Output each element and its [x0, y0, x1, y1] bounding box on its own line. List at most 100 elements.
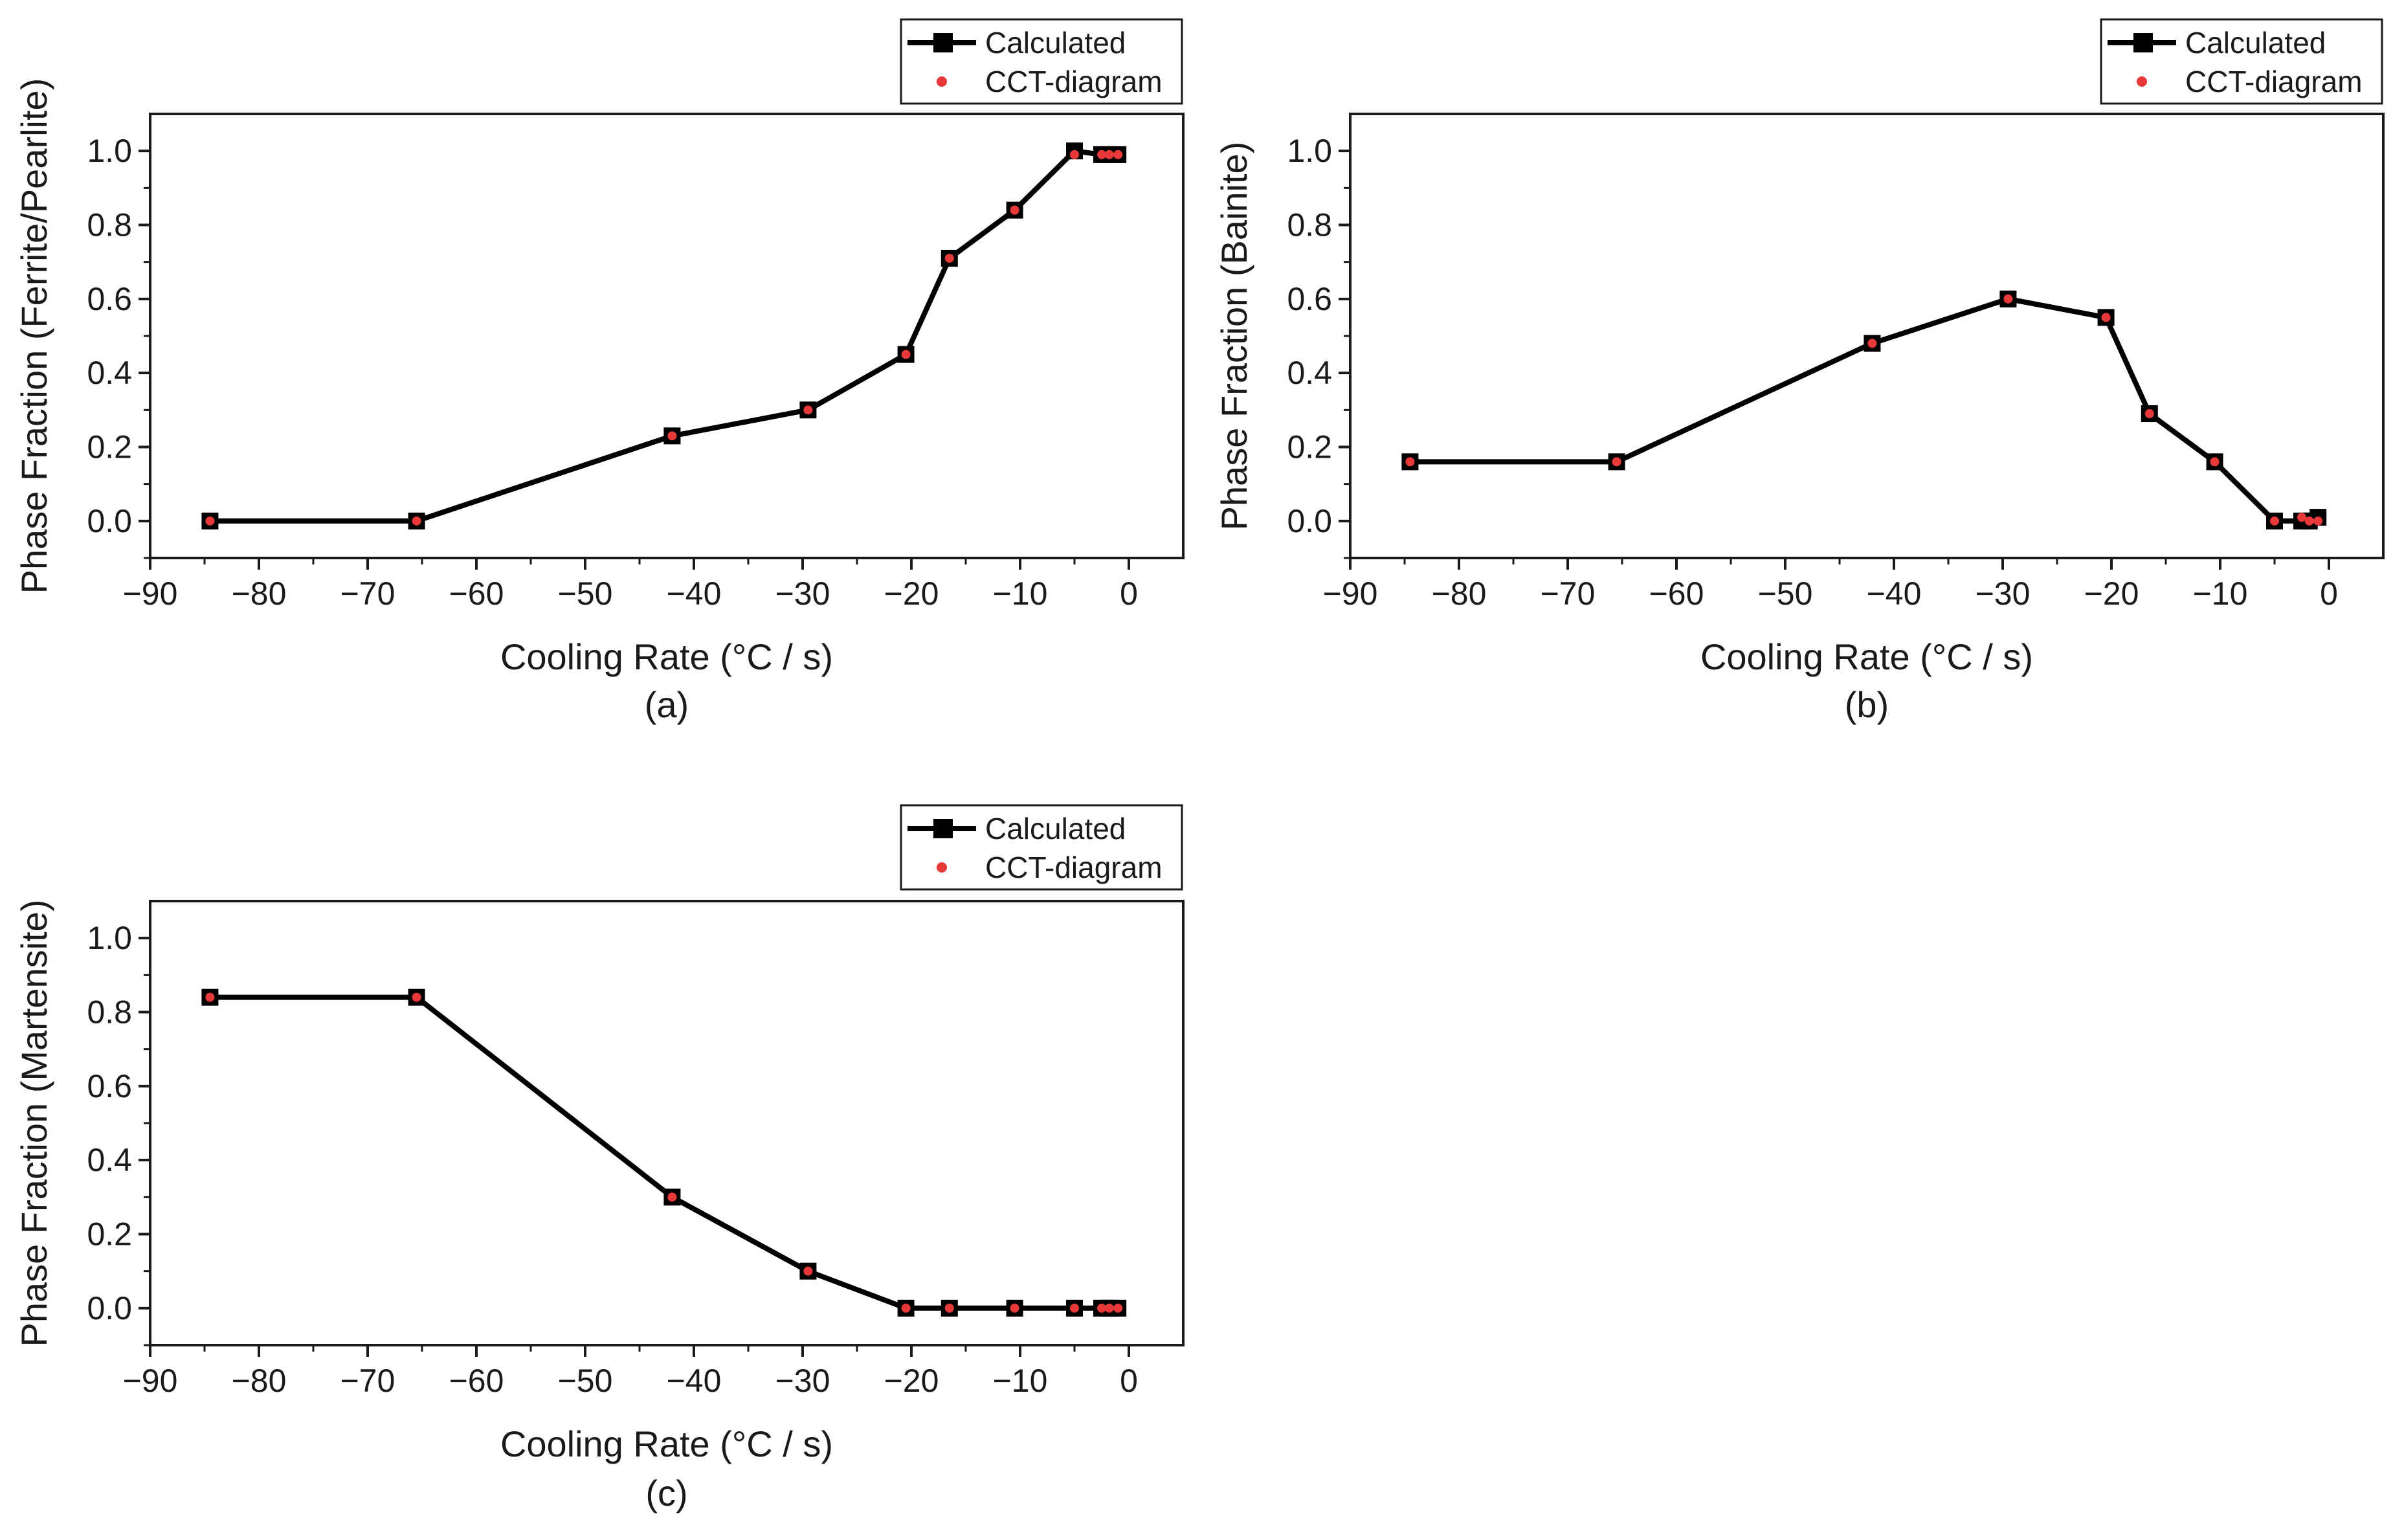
data-point-cct-diagram	[1113, 1303, 1123, 1313]
legend-label-calculated: Calculated	[2185, 26, 2326, 60]
data-point-cct-diagram	[1405, 457, 1415, 467]
y-tick-label: 0.6	[87, 1068, 132, 1104]
x-tick-label: −60	[449, 1363, 504, 1399]
data-point-cct-diagram	[1612, 457, 1621, 467]
x-tick-label: −30	[775, 575, 830, 612]
data-point-cct-diagram	[1867, 339, 1877, 348]
data-point-cct-diagram	[901, 1303, 911, 1313]
data-point-cct-diagram	[1070, 150, 1079, 159]
y-tick-label: 0.4	[87, 1142, 132, 1178]
x-tick-label: −40	[667, 1363, 722, 1399]
data-point-cct-diagram	[944, 1303, 954, 1313]
y-tick-label: 0.6	[87, 281, 132, 317]
chart-panel-a: −90 −80 −70 −60 −50 −40 −30 −20 −10 0 0.0 0.2 0.4 0.6…	[14, 18, 1185, 725]
x-tick-label: −80	[1432, 575, 1487, 612]
legend-label-calculated: Calculated	[985, 26, 1126, 60]
x-axis-label: Cooling Rate (°C / s)	[500, 636, 833, 677]
legend-label-cct-diagram: CCT-diagram	[985, 65, 1163, 98]
y-tick-label: 1.0	[87, 133, 132, 169]
legend-marker-cct-diagram	[937, 862, 947, 873]
x-tick-label: −70	[340, 575, 395, 612]
x-tick-label: −30	[1976, 575, 2031, 612]
y-tick-label: 0.8	[1287, 207, 1332, 243]
x-tick-label: −20	[2084, 575, 2139, 612]
x-tick-label: −80	[232, 1363, 287, 1399]
data-point-cct-diagram	[667, 1192, 677, 1202]
data-point-cct-diagram	[2210, 457, 2220, 467]
legend-marker-cct-diagram	[2137, 76, 2147, 87]
data-point-cct-diagram	[1113, 150, 1123, 159]
x-tick-label: −10	[993, 575, 1048, 612]
x-tick-label: −40	[667, 575, 722, 612]
y-axis-label: Phase Fraction (Bainite)	[1214, 142, 1254, 531]
panel-label: (a)	[645, 684, 689, 725]
data-point-cct-diagram	[2270, 516, 2279, 526]
y-tick-label: 1.0	[1287, 133, 1332, 169]
data-point-cct-diagram	[667, 431, 677, 441]
legend-label-calculated: Calculated	[985, 812, 1126, 845]
data-point-cct-diagram	[901, 350, 911, 359]
data-point-cct-diagram	[803, 1266, 813, 1276]
x-tick-label: 0	[1120, 575, 1138, 612]
x-tick-label: −50	[558, 575, 613, 612]
data-point-cct-diagram	[412, 516, 421, 526]
x-tick-label: −40	[1867, 575, 1922, 612]
x-tick-label: −50	[1758, 575, 1813, 612]
legend-label-cct-diagram: CCT-diagram	[2185, 65, 2363, 98]
y-tick-label: 0.2	[87, 1216, 132, 1253]
y-tick-label: 0.0	[87, 503, 132, 539]
x-tick-label: −20	[884, 1363, 939, 1399]
data-point-cct-diagram	[803, 405, 813, 415]
x-tick-label: −60	[1649, 575, 1704, 612]
x-axis-label: Cooling Rate (°C / s)	[1700, 636, 2033, 677]
x-tick-label: −10	[2193, 575, 2248, 612]
x-tick-label: −70	[1541, 575, 1596, 612]
legend-marker-cct-diagram	[937, 76, 947, 87]
data-point-cct-diagram	[1070, 1303, 1079, 1313]
data-point-cct-diagram	[2297, 513, 2306, 522]
data-point-cct-diagram	[1010, 1303, 1019, 1313]
x-tick-label: −70	[340, 1363, 395, 1399]
chart-panel-c: −90 −80 −70 −60 −50 −40 −30 −20 −10 0 0.0 0.2 0.4 0.6…	[14, 804, 1185, 1513]
panel-label: (c)	[645, 1473, 687, 1513]
x-tick-label: −90	[123, 575, 178, 612]
x-tick-label: −50	[558, 1363, 613, 1399]
data-point-cct-diagram	[2144, 409, 2154, 419]
data-point-cct-diagram	[1097, 150, 1106, 159]
y-tick-label: 0.0	[87, 1290, 132, 1326]
y-axis-label: Phase Fraction (Martensite)	[14, 900, 54, 1347]
x-tick-label: −30	[775, 1363, 830, 1399]
legend-marker-calculated	[2133, 33, 2153, 52]
x-tick-label: 0	[2320, 575, 2338, 612]
data-point-cct-diagram	[2304, 516, 2314, 526]
y-tick-label: 0.2	[1287, 429, 1332, 465]
y-tick-label: 0.8	[87, 994, 132, 1031]
y-tick-label: 0.6	[1287, 281, 1332, 317]
y-tick-label: 0.0	[1287, 503, 1332, 539]
legend-label-cct-diagram: CCT-diagram	[985, 851, 1163, 884]
data-point-cct-diagram	[2003, 294, 2013, 304]
x-tick-label: −90	[1323, 575, 1378, 612]
y-tick-label: 0.4	[1287, 355, 1332, 391]
legend-marker-calculated	[933, 819, 953, 838]
x-tick-label: −20	[884, 575, 939, 612]
y-axis-label: Phase Fraction (Ferrite/Pearlite)	[14, 78, 54, 594]
x-tick-label: 0	[1120, 1363, 1138, 1399]
data-point-cct-diagram	[1097, 1303, 1106, 1313]
data-point-cct-diagram	[205, 992, 215, 1002]
data-point-cct-diagram	[1104, 150, 1114, 159]
panel-label: (b)	[1845, 684, 1889, 725]
legend-marker-calculated	[933, 33, 953, 52]
data-point-cct-diagram	[412, 992, 421, 1002]
y-tick-label: 1.0	[87, 920, 132, 956]
chart-panel-b: −90 −80 −70 −60 −50 −40 −30 −20 −10 0 0.0 0.2 0.4 0.6…	[1214, 18, 2385, 725]
x-tick-label: −90	[123, 1363, 178, 1399]
x-axis-label: Cooling Rate (°C / s)	[500, 1423, 833, 1464]
y-tick-label: 0.2	[87, 429, 132, 465]
data-point-cct-diagram	[1010, 205, 1019, 215]
data-point-cct-diagram	[2101, 313, 2111, 322]
x-tick-label: −60	[449, 575, 504, 612]
data-point-cct-diagram	[944, 253, 954, 263]
